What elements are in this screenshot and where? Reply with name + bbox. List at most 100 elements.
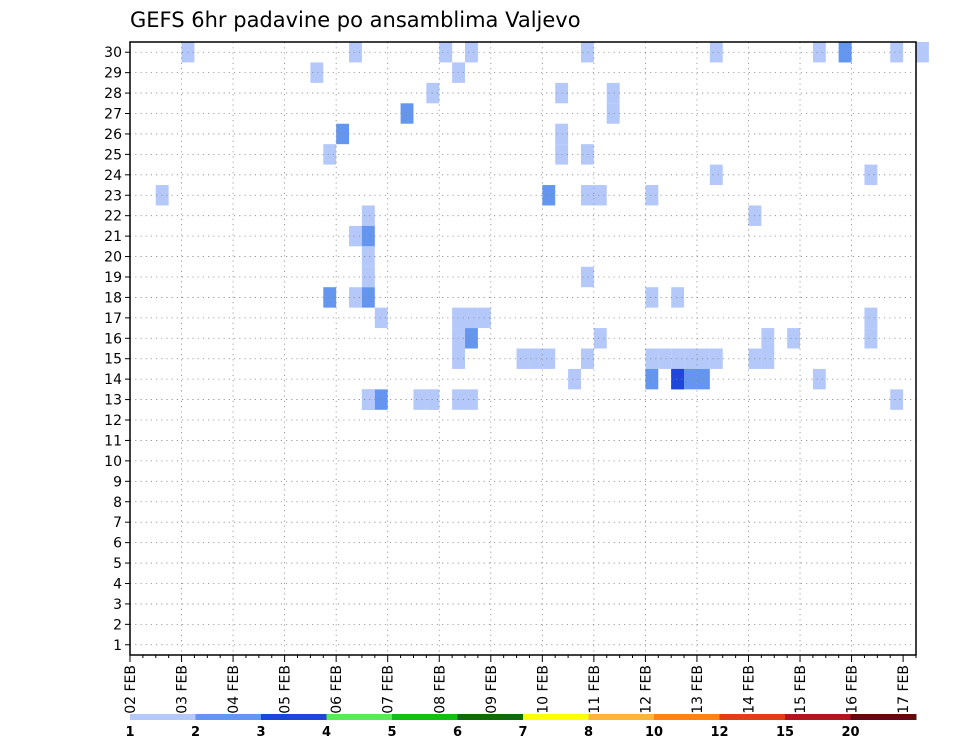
x-tick-label: 14 FEB <box>741 665 757 714</box>
heatmap-cell <box>696 368 710 390</box>
y-tick-label: 30 <box>104 45 122 61</box>
y-tick-label: 28 <box>104 86 122 102</box>
heatmap-cell <box>916 42 929 63</box>
plot-frame <box>129 41 917 656</box>
y-tick-label: 4 <box>113 576 122 592</box>
heatmap-cell <box>658 348 672 369</box>
y-tick-label: 26 <box>104 127 122 143</box>
legend-label: 3 <box>256 725 265 740</box>
y-tick-label: 13 <box>104 393 122 409</box>
heatmap-cell <box>336 123 350 145</box>
y-tick-label: 20 <box>104 250 122 266</box>
heatmap-cell <box>645 287 659 308</box>
heatmap-cell <box>709 42 723 63</box>
heatmap-cell <box>580 348 594 369</box>
x-tick-label: 09 FEB <box>484 665 500 714</box>
heatmap-cell <box>361 205 375 226</box>
x-tick-label: 03 FEB <box>175 665 191 714</box>
heatmap-cell <box>890 42 904 63</box>
heatmap-cell <box>323 287 337 308</box>
x-tick-label: 04 FEB <box>226 665 242 714</box>
heatmap-cell <box>684 348 697 369</box>
legend-swatch <box>850 714 917 720</box>
heatmap-cell <box>439 42 453 63</box>
x-tick-label: 15 FEB <box>793 665 809 714</box>
legend-swatch <box>785 714 851 720</box>
x-tick-label: 17 FEB <box>896 665 912 714</box>
y-tick-label: 8 <box>113 495 122 511</box>
heatmap-cell <box>671 368 685 390</box>
heatmap-cell <box>890 389 904 410</box>
legend-swatch <box>195 714 262 720</box>
heatmap-cell <box>864 328 878 349</box>
x-tick-label: 06 FEB <box>329 665 345 714</box>
heatmap-cell <box>426 82 440 104</box>
y-tick-label: 29 <box>104 66 122 82</box>
heatmap-cell <box>645 185 659 206</box>
heatmap-cell <box>542 185 556 206</box>
legend-label: 7 <box>518 725 527 740</box>
legend-label: 5 <box>387 725 396 740</box>
x-tick-label: 13 FEB <box>690 665 706 714</box>
y-tick-label: 14 <box>104 372 122 388</box>
heatmap-cell <box>606 82 620 104</box>
heatmap-cell <box>349 287 362 308</box>
heatmap-cell <box>761 328 775 349</box>
x-tick-label: 02 FEB <box>123 665 139 714</box>
heatmap-cell <box>696 348 710 369</box>
x-tick-label: 08 FEB <box>432 665 448 714</box>
heatmap-cell <box>580 42 594 63</box>
legend-swatch <box>654 714 720 720</box>
x-tick-label: 16 FEB <box>845 665 861 714</box>
heatmap-cell <box>400 103 414 124</box>
x-tick-label: 05 FEB <box>278 665 294 714</box>
y-tick-label: 5 <box>113 556 122 572</box>
heatmap-cell <box>349 42 362 63</box>
y-tick-label: 19 <box>104 270 122 286</box>
heatmap-cell <box>542 348 556 369</box>
heatmap-cell <box>349 225 362 247</box>
heatmap-cell <box>593 328 607 349</box>
heatmap-cell <box>580 144 594 165</box>
chart-title: GEFS 6hr padavine po ansamblima Valjevo <box>130 8 581 32</box>
heatmap-cell <box>465 328 478 349</box>
legend-swatch <box>261 714 327 720</box>
y-tick-label: 15 <box>104 352 122 368</box>
legend-label: 1 <box>125 725 134 740</box>
y-tick-label: 12 <box>104 413 122 429</box>
legend-swatch <box>392 714 458 720</box>
y-tick-label: 22 <box>104 209 122 225</box>
x-tick-label: 07 FEB <box>381 665 397 714</box>
y-tick-label: 25 <box>104 147 122 163</box>
heatmap-cell <box>684 368 697 390</box>
legend-label: 8 <box>584 725 593 740</box>
legend-label: 15 <box>776 725 794 740</box>
y-tick-label: 10 <box>104 454 122 470</box>
heatmap-cell <box>374 389 388 410</box>
y-tick-label: 16 <box>104 331 122 347</box>
y-tick-label: 18 <box>104 290 122 306</box>
y-tick-label: 9 <box>113 474 122 490</box>
y-tick-label: 1 <box>113 638 122 654</box>
legend-label: 20 <box>841 725 859 740</box>
y-tick-label: 17 <box>104 311 122 327</box>
legend-label: 12 <box>710 725 728 740</box>
heatmap-cell <box>310 62 324 83</box>
x-tick-label: 10 FEB <box>535 665 551 714</box>
heatmap-cell <box>709 348 723 369</box>
y-tick-label: 11 <box>104 433 122 449</box>
legend-swatch <box>523 714 589 720</box>
y-tick-label: 27 <box>104 107 122 123</box>
y-tick-label: 23 <box>104 188 122 204</box>
heatmap-cell <box>761 348 775 369</box>
heatmap-cell <box>568 368 581 390</box>
heatmap-cell <box>465 42 478 63</box>
y-tick-label: 6 <box>113 536 122 552</box>
heatmap-cell <box>516 348 530 369</box>
legend-label: 6 <box>453 725 462 740</box>
heatmap-cell <box>787 328 801 349</box>
x-tick-label: 11 FEB <box>587 665 603 714</box>
legend-label: 10 <box>645 725 663 740</box>
heatmap-cell <box>361 225 375 247</box>
heatmap-cell <box>812 368 826 390</box>
